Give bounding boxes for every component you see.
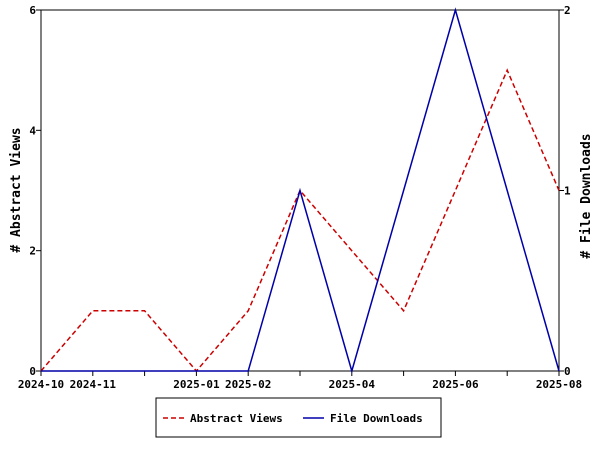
left-tick-label: 4 — [29, 124, 36, 137]
left-axis-ticks: 0 2 4 6 — [29, 4, 41, 378]
x-tick-label: 2025-06 — [432, 378, 479, 391]
right-tick-label: 2 — [564, 4, 571, 17]
x-tick-label: 2025-02 — [225, 378, 271, 391]
x-tick-label: 2024-11 — [70, 378, 117, 391]
right-axis-ticks: 0 1 2 — [559, 4, 571, 378]
legend-box — [155, 397, 442, 438]
right-tick-label: 1 — [564, 185, 571, 198]
left-tick-label: 0 — [29, 365, 36, 378]
right-axis-title: # File Downloads — [579, 133, 594, 258]
left-tick-label: 6 — [29, 4, 36, 17]
x-tick-label: 2025-01 — [173, 378, 220, 391]
legend: Abstract Views File Downloads — [155, 397, 442, 438]
right-tick-label: 0 — [564, 365, 571, 378]
legend-label-abstract-views: Abstract Views — [190, 412, 283, 425]
x-tick-label: 2025-04 — [329, 378, 376, 391]
legend-label-file-downloads: File Downloads — [330, 412, 423, 425]
x-tick-label: 2024-10 — [18, 378, 64, 391]
x-axis-ticks: 2024-10 2024-11 2025-01 2025-02 2025-04 2025-… — [18, 371, 582, 391]
left-axis-title: # Abstract Views — [9, 127, 24, 252]
series-line-abstract-views — [40, 68, 560, 373]
series-lines — [40, 7, 560, 374]
left-tick-label: 2 — [29, 245, 36, 258]
series-line-file-downloads — [41, 7, 560, 374]
x-tick-label: 2025-08 — [536, 378, 582, 391]
